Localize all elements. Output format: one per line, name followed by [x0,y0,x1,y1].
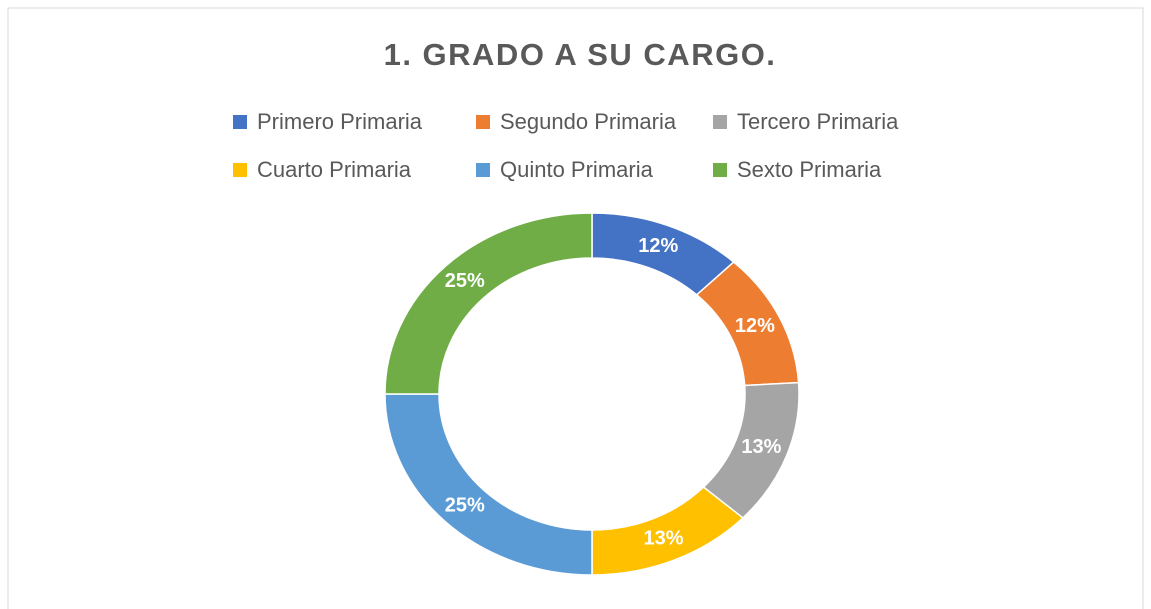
data-label: 12% [638,235,678,257]
legend-label: Quinto Primaria [500,157,654,182]
legend-label: Primero Primaria [257,109,423,134]
legend-swatch [713,115,727,129]
data-label: 12% [735,315,775,337]
legend-label: Cuarto Primaria [257,157,412,182]
chart-title: 1. GRADO A SU CARGO. [384,37,777,72]
legend-swatch [233,115,247,129]
legend-swatch [713,163,727,177]
legend-swatch [233,163,247,177]
legend-label: Tercero Primaria [737,109,899,134]
data-label: 13% [741,436,781,458]
legend-label: Sexto Primaria [737,157,882,182]
legend-swatch [476,115,490,129]
legend-swatch [476,163,490,177]
legend-label: Segundo Primaria [500,109,677,134]
donut-segment [384,212,593,395]
chart-border [7,7,1144,609]
data-label: 25% [445,270,485,292]
data-label: 25% [445,494,485,516]
data-label: 13% [643,528,683,550]
